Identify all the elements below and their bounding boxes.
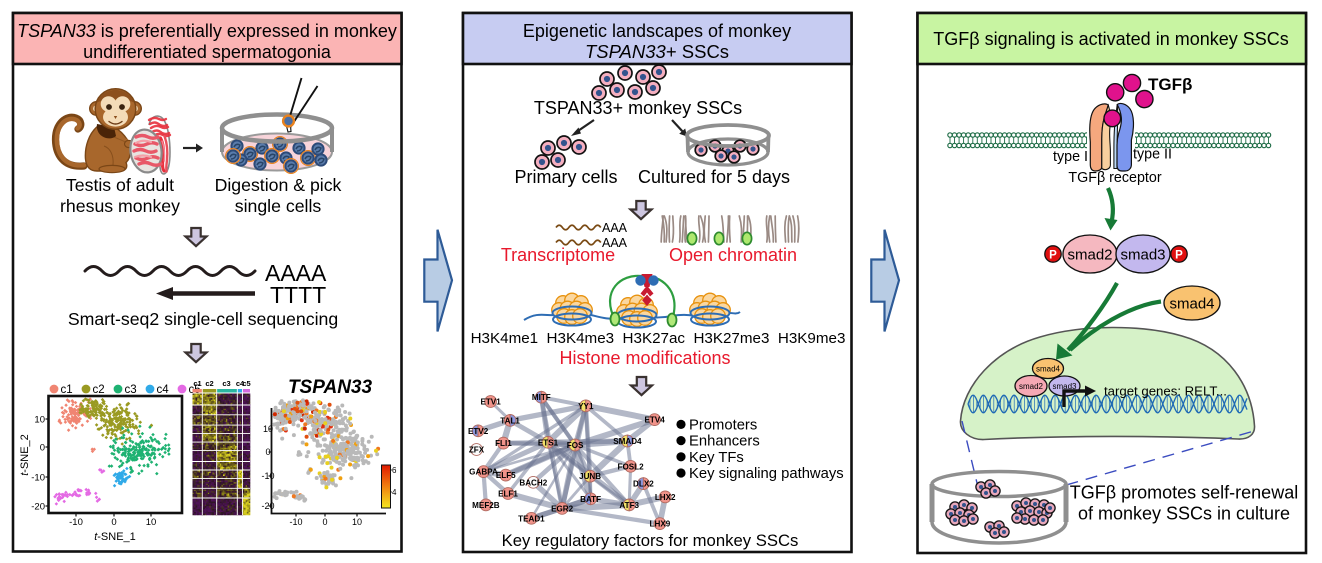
svg-text:AAA: AAA [602, 236, 628, 250]
svg-text:ETV2: ETV2 [468, 427, 489, 436]
svg-text:YY1: YY1 [578, 402, 594, 411]
svg-text:DLX2: DLX2 [633, 480, 654, 489]
svg-text:smad4: smad4 [1036, 365, 1061, 374]
svg-text:TGFβ receptor: TGFβ receptor [1068, 170, 1161, 186]
svg-text:smad2: smad2 [1019, 382, 1044, 391]
svg-text:Cultured for 5 days: Cultured for 5 days [638, 167, 790, 187]
svg-text:-20: -20 [31, 502, 45, 513]
svg-text:LHX2: LHX2 [655, 493, 676, 502]
svg-text:target genes: RELT...: target genes: RELT... [1104, 384, 1227, 399]
svg-text:ELF1: ELF1 [498, 490, 518, 499]
svg-text:10: 10 [263, 424, 273, 434]
svg-text:smad4: smad4 [1169, 296, 1214, 313]
svg-text:TTTT: TTTT [270, 282, 326, 308]
svg-text:FOSL2: FOSL2 [618, 462, 645, 471]
svg-text:Key TFs: Key TFs [689, 450, 744, 466]
svg-text:TAL1: TAL1 [500, 416, 520, 425]
svg-text:type II: type II [1133, 147, 1172, 163]
svg-text:10: 10 [352, 517, 362, 527]
svg-text:-10: -10 [261, 471, 274, 481]
svg-text:Promoters: Promoters [689, 417, 757, 433]
svg-text:MITF: MITF [532, 393, 551, 402]
svg-text:Histone modifications: Histone modifications [559, 348, 730, 368]
svg-text:-10: -10 [289, 517, 302, 527]
svg-text:BATF: BATF [580, 495, 601, 504]
svg-text:FLI1: FLI1 [495, 439, 512, 448]
svg-text:c3: c3 [222, 379, 230, 388]
svg-text:MEF2B: MEF2B [472, 501, 500, 510]
svg-text:c5: c5 [242, 379, 250, 388]
svg-text:ZFX: ZFX [469, 446, 485, 455]
svg-text:c4: c4 [236, 379, 245, 388]
svg-text:c2: c2 [93, 384, 105, 396]
svg-text:Epigenetic landscapes of monke: Epigenetic landscapes of monkey [523, 21, 791, 41]
svg-text:smad3: smad3 [1120, 247, 1165, 264]
svg-text:0: 0 [111, 517, 116, 528]
svg-text:ETV1: ETV1 [480, 398, 501, 407]
svg-text:Enhancers: Enhancers [689, 434, 760, 450]
svg-text:single cells: single cells [235, 196, 322, 216]
svg-text:GABPA: GABPA [469, 468, 498, 477]
svg-text:c1: c1 [61, 384, 73, 396]
svg-text:TSPAN33+ monkey SSCs: TSPAN33+ monkey SSCs [534, 98, 742, 118]
svg-text:ELF5: ELF5 [496, 471, 516, 480]
svg-text:JUNB: JUNB [579, 472, 601, 481]
svg-text:type I: type I [1053, 149, 1088, 165]
svg-text:Testis of adult: Testis of adult [66, 175, 174, 195]
svg-text:10: 10 [146, 517, 157, 528]
svg-text:Transcriptome: Transcriptome [501, 245, 615, 265]
svg-text:Smart-seq2 single-cell sequenc: Smart-seq2 single-cell sequencing [68, 309, 338, 329]
svg-text:10: 10 [34, 415, 45, 426]
svg-text:of monkey SSCs in culture: of monkey SSCs in culture [1078, 504, 1290, 524]
svg-text:TSPAN33+ SSCs: TSPAN33+ SSCs [585, 41, 729, 62]
svg-text:TSPAN33: TSPAN33 [288, 377, 373, 398]
svg-text:H3K4me1 H3K4me3 H3K27ac H3K: H3K4me1 H3K4me3 H3K27ac H3K27me3 H3K9me3 [471, 330, 846, 347]
svg-text:Digestion & pick: Digestion & pick [215, 175, 342, 195]
svg-text:0: 0 [40, 443, 45, 454]
svg-text:ETV4: ETV4 [644, 416, 665, 425]
svg-text:TSPAN33 is preferentially expr: TSPAN33 is preferentially expressed in m… [17, 21, 397, 41]
svg-text:TGFβ signaling is activated in: TGFβ signaling is activated in monkey SS… [933, 29, 1289, 49]
svg-text:TGFβ promotes self-renewal: TGFβ promotes self-renewal [1070, 483, 1298, 503]
svg-text:EGR2: EGR2 [551, 504, 574, 513]
svg-text:c3: c3 [125, 384, 137, 396]
svg-text:Key regulatory factors for mon: Key regulatory factors for monkey SSCs [502, 531, 799, 550]
svg-text:smad2: smad2 [1067, 247, 1112, 264]
svg-text:t-SNE_2: t-SNE_2 [19, 434, 31, 476]
svg-text:LHX9: LHX9 [650, 520, 671, 529]
svg-text:0: 0 [265, 447, 270, 457]
svg-text:6: 6 [392, 466, 397, 475]
svg-text:Key signaling pathways: Key signaling pathways [689, 466, 844, 482]
svg-text:Primary cells: Primary cells [514, 167, 617, 187]
svg-text:undifferentiated spermatogonia: undifferentiated spermatogonia [83, 42, 332, 62]
svg-text:-20: -20 [261, 501, 274, 511]
svg-text:Open chromatin: Open chromatin [669, 245, 797, 265]
svg-text:smad3: smad3 [1052, 382, 1077, 391]
svg-text:t-SNE_1: t-SNE_1 [94, 531, 136, 543]
svg-text:P: P [1049, 250, 1057, 262]
svg-text:-10: -10 [69, 517, 83, 528]
svg-text:c4: c4 [157, 384, 170, 396]
svg-text:AAA: AAA [602, 221, 628, 235]
svg-text:P: P [1175, 250, 1183, 262]
svg-text:BACH2: BACH2 [519, 478, 547, 487]
svg-text:rhesus monkey: rhesus monkey [60, 196, 180, 216]
svg-text:TGFβ: TGFβ [1148, 75, 1192, 94]
svg-text:c1: c1 [193, 379, 201, 388]
svg-text:SMAD4: SMAD4 [613, 437, 642, 446]
svg-text:-10: -10 [31, 473, 45, 484]
svg-text:AAAA: AAAA [265, 260, 327, 286]
svg-text:c2: c2 [205, 379, 213, 388]
svg-text:FOS: FOS [567, 441, 584, 450]
svg-text:ATF3: ATF3 [619, 501, 639, 510]
svg-text:0: 0 [322, 517, 327, 527]
svg-text:ETS1: ETS1 [538, 438, 559, 447]
svg-text:4: 4 [392, 488, 397, 497]
svg-text:TEAD1: TEAD1 [518, 514, 545, 523]
